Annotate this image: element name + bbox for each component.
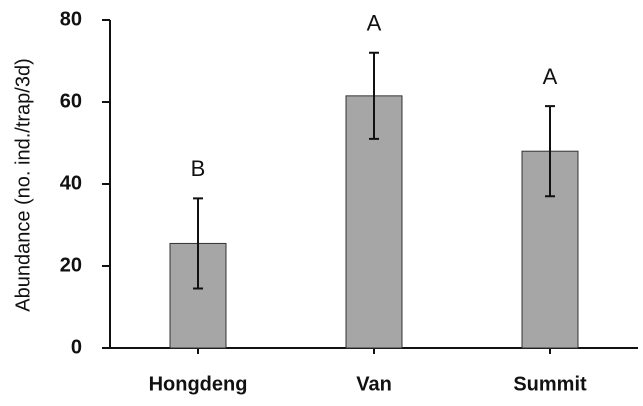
significance-letter: B xyxy=(191,156,206,181)
x-tick-label: Summit xyxy=(513,373,587,395)
significance-letter: A xyxy=(543,64,558,89)
bar xyxy=(521,150,579,349)
error-bar xyxy=(545,105,555,198)
x-tick-label: Van xyxy=(356,373,392,395)
y-tick-label: 60 xyxy=(60,90,82,112)
y-tick-label: 0 xyxy=(71,336,82,358)
significance-letter: A xyxy=(367,11,382,36)
y-tick-label: 20 xyxy=(60,254,82,276)
error-bar xyxy=(193,197,203,290)
error-bar xyxy=(369,51,379,140)
y-tick-label: 40 xyxy=(60,172,82,194)
x-tick-label: Hongdeng xyxy=(149,373,248,395)
y-tick-label: 80 xyxy=(60,8,82,30)
y-axis-label: Abundance (no. ind./trap/3d) xyxy=(12,58,34,312)
